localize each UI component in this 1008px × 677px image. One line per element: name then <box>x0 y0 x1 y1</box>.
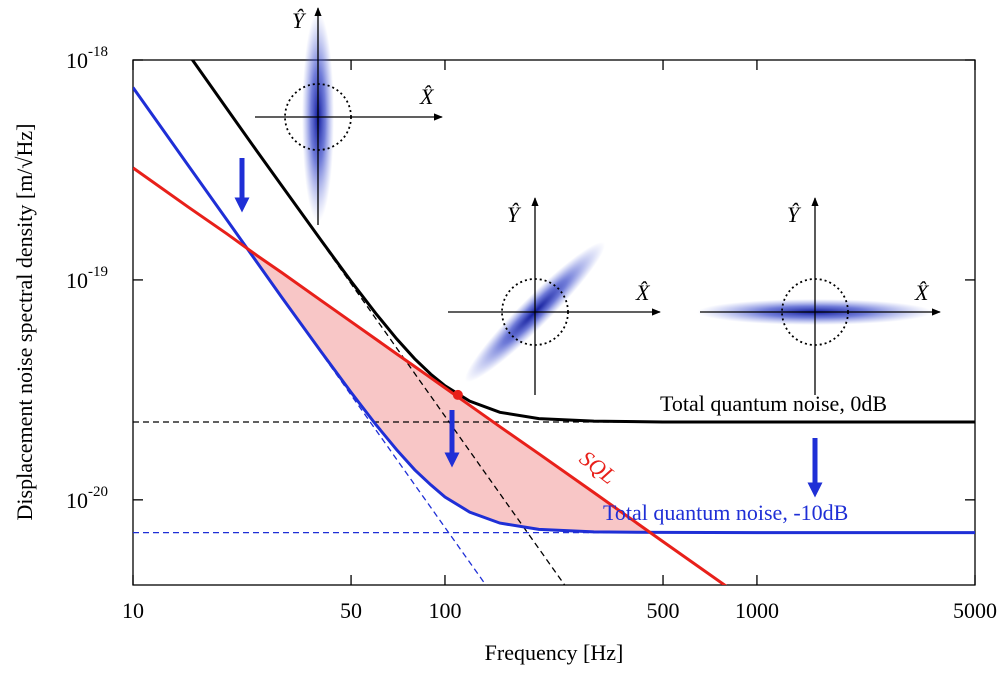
plot-frame <box>132 59 976 586</box>
x-tick-label: 1000 <box>735 598 779 623</box>
x-tick-label: 100 <box>428 598 461 623</box>
inset-y-label: Ŷ <box>507 202 522 227</box>
x-tick-label: 50 <box>340 598 362 623</box>
inset-y-label: Ŷ <box>787 202 802 227</box>
y-tick-label: 10-20 <box>66 484 108 513</box>
y-axis-label: Displacement noise spectral density [m/√… <box>12 124 37 521</box>
inset-x-label: X̂ <box>914 280 930 305</box>
y-tick-label: 10-18 <box>66 44 108 73</box>
inset: X̂ Ŷ <box>448 197 661 395</box>
inset-x-label: X̂ <box>419 84 435 109</box>
x-axis-label: Frequency [Hz] <box>485 640 624 665</box>
inset-y-label: Ŷ <box>292 8 307 33</box>
x-tick-label: 5000 <box>953 598 997 623</box>
inset-x-label: X̂ <box>635 280 651 305</box>
series-label: Total quantum noise, -10dB <box>603 500 848 525</box>
inset: X̂ Ŷ <box>697 197 941 395</box>
inset: X̂ Ŷ <box>255 7 443 225</box>
x-tick-label: 500 <box>647 598 680 623</box>
x-tick-label: 10 <box>122 598 144 623</box>
noise-curve <box>133 166 728 585</box>
series-label: Total quantum noise, 0dB <box>660 391 887 416</box>
sql-touch-point <box>452 389 463 400</box>
y-tick-label: 10-19 <box>66 264 108 293</box>
asymptote-line <box>133 87 487 585</box>
